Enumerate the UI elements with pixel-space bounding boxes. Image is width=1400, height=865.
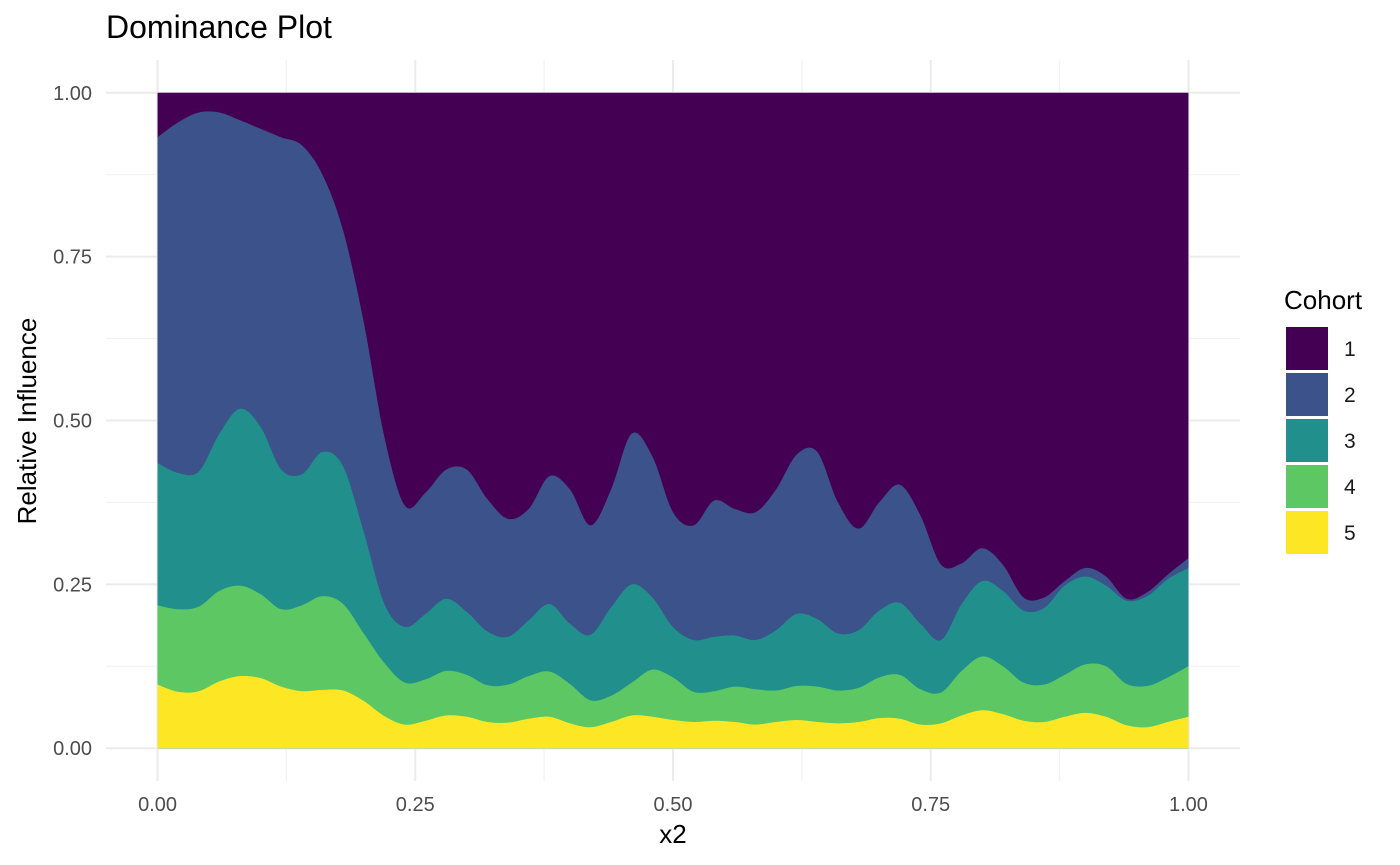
- x-tick-label: 0.00: [138, 794, 177, 816]
- legend-label-2: 2: [1344, 384, 1356, 407]
- y-tick-label: 0.25: [53, 574, 92, 596]
- chart-title: Dominance Plot: [106, 9, 332, 45]
- x-axis-title: x2: [659, 819, 686, 849]
- legend-label-4: 4: [1344, 476, 1356, 499]
- stacked-areas: [157, 92, 1189, 749]
- legend-label-1: 1: [1344, 338, 1356, 361]
- legend-label-3: 3: [1344, 430, 1356, 453]
- area-cohort-3: [157, 408, 1189, 749]
- y-tick-label: 0.50: [53, 411, 92, 433]
- legend-items: 1 2 3 4 5: [1286, 327, 1356, 554]
- y-axis-ticks: 0.00 0.25 0.50 0.75 1.00: [53, 83, 92, 760]
- y-tick-label: 0.75: [53, 247, 92, 269]
- area-cohort-5: [157, 675, 1189, 749]
- x-tick-label: 0.50: [654, 794, 693, 816]
- y-axis-title: Relative Influence: [12, 318, 42, 525]
- x-tick-label: 0.25: [396, 794, 435, 816]
- area-cohort-4: [157, 585, 1189, 749]
- legend-swatch-4: [1286, 465, 1328, 508]
- x-tick-label: 0.75: [911, 794, 950, 816]
- y-tick-label: 1.00: [53, 83, 92, 105]
- y-tick-label: 0.00: [53, 738, 92, 760]
- x-axis-ticks: 0.00 0.25 0.50 0.75 1.00: [138, 794, 1208, 816]
- legend-label-5: 5: [1344, 522, 1356, 545]
- area-cohort-2: [157, 111, 1189, 749]
- legend-swatch-5: [1286, 511, 1328, 554]
- legend-swatch-2: [1286, 373, 1328, 416]
- legend-swatch-1: [1286, 327, 1328, 370]
- x-tick-label: 1.00: [1169, 794, 1208, 816]
- legend-title: Cohort: [1284, 285, 1363, 315]
- legend-swatch-3: [1286, 419, 1328, 462]
- legend: Cohort 1 2 3 4 5: [1284, 285, 1363, 554]
